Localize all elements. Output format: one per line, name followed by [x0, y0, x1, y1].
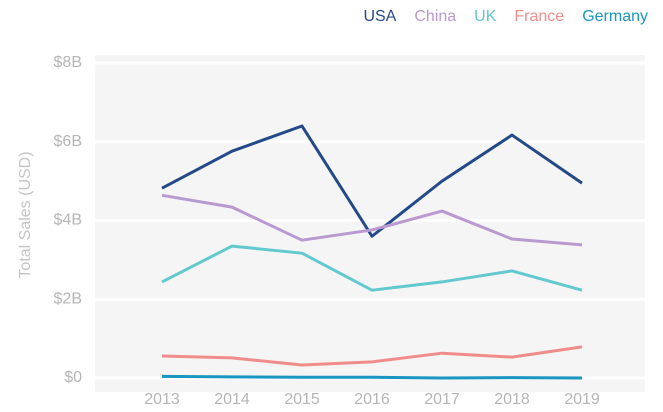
- plot-background: [95, 55, 645, 392]
- y-tick-label: $8B: [54, 54, 82, 71]
- x-tick-label: 2015: [284, 391, 320, 408]
- series-line: [161, 193, 583, 247]
- series-line: [161, 244, 583, 292]
- y-axis-label: Total Sales (USD): [17, 151, 34, 278]
- x-tick-label: 2017: [424, 391, 460, 408]
- legend-entry: China: [414, 8, 456, 25]
- series-line: [161, 374, 583, 380]
- legend-entry: France: [514, 8, 564, 25]
- legend-entry: UK: [474, 8, 497, 25]
- y-tick-label: $6B: [54, 133, 82, 150]
- x-tick-label: 2016: [354, 391, 390, 408]
- y-tick-label: $4B: [54, 212, 82, 229]
- x-tick-label: 2013: [144, 391, 180, 408]
- x-tick-label: 2019: [564, 391, 600, 408]
- x-tick-label: 2018: [494, 391, 530, 408]
- y-tick-label: $2B: [54, 290, 82, 307]
- legend-entry: USA: [363, 8, 396, 25]
- series-line: [161, 124, 583, 238]
- series-line: [161, 345, 583, 367]
- legend-entry: Germany: [582, 8, 648, 25]
- y-tick-label: $0: [64, 369, 82, 386]
- x-tick-label: 2014: [214, 391, 250, 408]
